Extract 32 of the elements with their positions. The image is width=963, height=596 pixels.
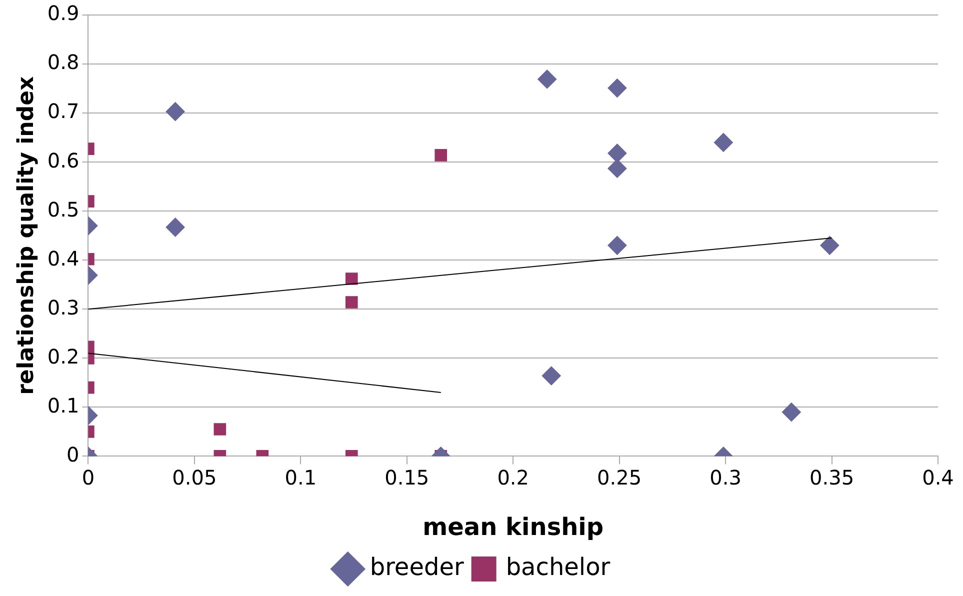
point (542, 366, 561, 386)
y-axis-title: relationship quality index (14, 76, 39, 395)
x-tick-label: 0 (82, 465, 95, 490)
y-tick-label: 0.5 (47, 197, 80, 222)
y-tick-label: 0.2 (47, 344, 80, 368)
x-tick-label: 0.4 (922, 465, 954, 490)
legend-label: bachelor (506, 553, 610, 582)
y-tick-label: 0 (66, 442, 80, 466)
point (608, 158, 627, 178)
legend-label: breeder (370, 553, 464, 582)
x-tick-label: 0.2 (497, 465, 530, 490)
y-tick-label: 0.8 (47, 50, 80, 74)
point (714, 132, 733, 152)
x-axis-title: mean kinship (422, 512, 604, 541)
point (608, 78, 627, 98)
point (820, 236, 840, 255)
y-tick-label: 0.9 (47, 1, 80, 26)
y-tick-label: 0.3 (47, 295, 80, 320)
point (608, 144, 627, 163)
x-tick-label: 0.25 (597, 465, 642, 490)
x-tick-label: 0.1 (284, 465, 317, 490)
point (608, 236, 627, 255)
y-tick-label: 0.4 (47, 246, 80, 270)
y-tick-label: 0.1 (47, 393, 80, 418)
x-tick-label: 0.15 (384, 465, 430, 490)
x-tick-label: 0.35 (810, 465, 854, 490)
y-tick-label: 0.6 (47, 148, 80, 172)
point (538, 70, 557, 89)
y-tick-label: 0.7 (47, 99, 80, 124)
x-tick-label: 0.3 (710, 465, 742, 490)
point (782, 402, 801, 422)
x-tick-label: 0.05 (172, 465, 217, 490)
